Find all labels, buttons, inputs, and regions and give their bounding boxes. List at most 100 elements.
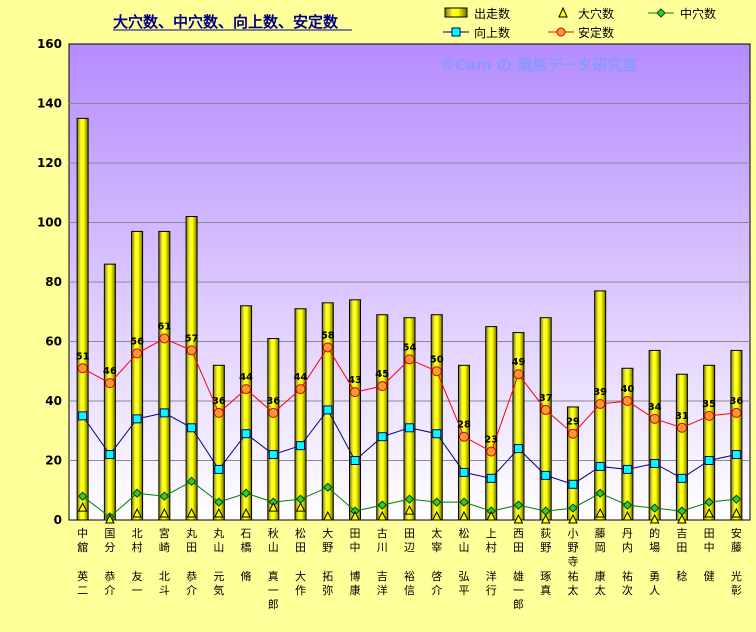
category-char: 丸 (186, 527, 197, 540)
circle-point (104, 378, 115, 389)
triangle-point (677, 513, 687, 524)
data-label: 34 (648, 402, 662, 413)
category-char: 大 (295, 569, 306, 583)
diamond-point (159, 491, 170, 501)
circle-point (404, 354, 415, 365)
category-char: 郎 (268, 597, 279, 611)
diamond-point (704, 497, 714, 507)
triangle-point (540, 513, 551, 524)
bar (539, 317, 552, 521)
data-label: 44 (294, 372, 308, 383)
category-char: 中 (704, 541, 715, 554)
circle-point (377, 381, 388, 392)
data-label: 56 (130, 336, 144, 347)
diamond-point (622, 500, 633, 510)
triangle-point (704, 507, 714, 518)
diamond-point (513, 500, 524, 510)
triangle-point (186, 507, 197, 518)
category-char: 一 (513, 584, 524, 597)
triangle-point (404, 504, 415, 515)
diamond-point (241, 488, 251, 498)
category-char: 二 (77, 584, 88, 597)
circle-point (486, 446, 497, 457)
square-point (350, 456, 360, 465)
square-point (187, 423, 197, 433)
data-label: 43 (348, 375, 362, 386)
square-point (78, 411, 88, 421)
category-char: 彰 (731, 583, 742, 597)
category-char: 藤 (731, 541, 742, 554)
diamond-point (731, 494, 742, 504)
square-point (568, 479, 578, 489)
square-point (105, 450, 115, 460)
triangle-point (268, 501, 279, 512)
category-char: 博 (350, 570, 361, 583)
data-label: 50 (430, 354, 444, 365)
triangle-point (377, 510, 388, 521)
y-tick-label: 160 (37, 37, 62, 51)
circle-point (268, 407, 279, 418)
category-char: 作 (295, 584, 306, 597)
y-tick-label: 120 (37, 156, 62, 170)
circle-point (540, 404, 551, 415)
category-char: 脩 (241, 569, 252, 583)
data-label: 54 (403, 342, 417, 353)
category-char: 介 (186, 584, 197, 597)
bar (730, 349, 743, 521)
category-char: 吉 (377, 570, 388, 583)
data-label: 29 (566, 417, 580, 428)
data-label: 28 (457, 420, 471, 431)
category-char: 山 (458, 541, 469, 554)
circle-point (241, 384, 252, 395)
square-point (405, 423, 414, 433)
legend-label-3: 向上数 (474, 25, 510, 40)
circle-point (676, 422, 687, 433)
circle-point (704, 410, 715, 421)
category-char: 寺 (567, 555, 578, 568)
category-char: 田 (513, 541, 524, 554)
data-label: 51 (76, 351, 90, 362)
square-point (159, 408, 169, 418)
category-char: 田 (295, 541, 306, 554)
square-point (323, 405, 333, 415)
triangle-point (350, 510, 360, 521)
bar (376, 314, 389, 521)
category-char: 太 (431, 527, 442, 540)
triangle-point (486, 510, 497, 521)
category-char: 一 (268, 584, 279, 597)
category-char: 北 (159, 570, 170, 583)
bar (103, 263, 116, 521)
category-char: 田 (676, 541, 687, 554)
category-char: 真 (540, 583, 551, 597)
category-char: 辺 (404, 541, 415, 554)
diamond-point (186, 476, 197, 487)
category-char: 洋 (377, 583, 388, 597)
category-char: 大 (322, 526, 333, 540)
diamond-point (323, 482, 333, 492)
bar (430, 314, 443, 521)
category-char: 真 (268, 569, 279, 583)
triangle-point (159, 507, 170, 518)
legend: 出走数 大穴数 中穴数 向上数 安定数 (443, 6, 716, 40)
square-point (241, 429, 251, 439)
category-char: 吉 (676, 527, 687, 540)
category-char: 田 (404, 527, 415, 540)
circle-point (731, 407, 742, 418)
bar (212, 364, 225, 521)
circle-point (159, 333, 170, 344)
category-char: 健 (704, 570, 715, 583)
data-label: 37 (539, 393, 553, 404)
circle-point (431, 366, 442, 377)
category-char: 一 (132, 584, 143, 597)
circle-point (132, 348, 143, 359)
circle-point (186, 345, 197, 356)
square-point (731, 450, 741, 460)
category-char: 山 (268, 541, 279, 554)
category-char: 太 (595, 584, 606, 597)
